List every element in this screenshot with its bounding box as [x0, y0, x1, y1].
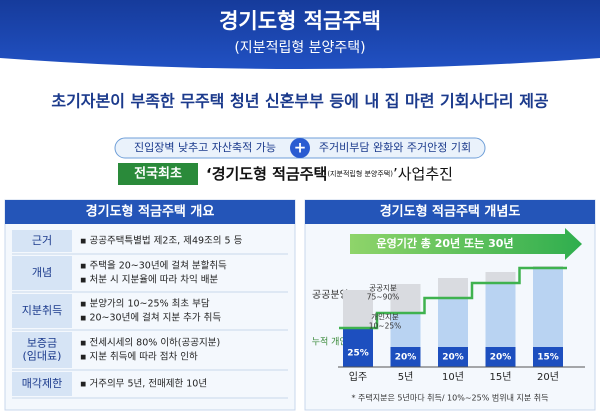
- row-label-box: [12, 332, 72, 368]
- benefit: 주거비부담 완화와 주거안정 기회: [319, 141, 471, 154]
- row-label: 개념: [32, 266, 52, 279]
- badge: 전국최초: [134, 166, 182, 182]
- step-label: 15%: [537, 353, 559, 363]
- row-item: ▪ 공공주택특별법 제2조, 제49조의 5 등: [80, 236, 243, 247]
- concept-title: 경기도형 적금주택 개념도: [380, 204, 521, 220]
- row-label-line: 매각제한: [22, 377, 62, 390]
- benefit: 진입장벽 낮추고 자산축적 가능: [134, 141, 276, 154]
- row-item: ▪ 처분 시 지분율에 따라 차익 배분: [80, 274, 218, 286]
- row-item: ▪ 전세시세의 80% 이하(공공지분): [80, 337, 220, 349]
- row-label-line: 개념: [32, 266, 52, 279]
- public-share-label: 공공지분 75~90%: [367, 284, 400, 302]
- personal-share-label-line: 10~25%: [369, 321, 402, 330]
- concept-header: [305, 200, 595, 224]
- row-label-box: [12, 230, 72, 252]
- project-name: ‘경기도형 적금주택: [206, 165, 327, 183]
- row-item: ▪ 주택을 20~30년에 걸쳐 분할취득: [80, 260, 227, 272]
- public-label: 공공분양: [312, 289, 349, 301]
- overview-title: 경기도형 적금주택 개요: [86, 204, 215, 220]
- overview-header: [5, 200, 295, 224]
- personal-share-label: 개인지분 10~25%: [369, 312, 402, 331]
- step-label: 20%: [395, 353, 417, 363]
- step-share: [390, 347, 421, 367]
- row-label-line: 지분취득: [22, 304, 62, 317]
- plus-sign: +: [294, 139, 307, 157]
- row-label-line: 보증금: [27, 337, 57, 350]
- subtitle: (지분적립형 분양주택): [234, 40, 365, 56]
- badge-box: [118, 163, 198, 185]
- step-share: [533, 347, 563, 367]
- step-label: 20%: [442, 353, 464, 363]
- step-label: 25%: [347, 349, 369, 359]
- row-label-line: (임대료): [23, 349, 62, 362]
- personal-share: [343, 328, 373, 367]
- project-small: (지분적립형 분양주택): [327, 169, 393, 178]
- row-label-line: 근거: [32, 234, 52, 247]
- row-item: ▪ 거주의무 5년, 전매제한 10년: [80, 379, 207, 390]
- step-share: [438, 347, 468, 367]
- row-label: 지분취득: [22, 304, 62, 317]
- stair-line: [339, 266, 567, 330]
- row-item: ▪ 지분 취득에 따라 점차 인하: [80, 351, 198, 363]
- title: 경기도형 적금주택: [219, 9, 381, 33]
- x-label: 입주: [349, 370, 367, 383]
- period-arrow: [350, 228, 582, 260]
- x-label: 5년: [398, 371, 414, 383]
- plus-icon: [290, 138, 310, 158]
- step-label: 20%: [490, 353, 512, 363]
- row-label-box: [12, 372, 72, 396]
- x-label: 10년: [442, 371, 464, 383]
- row-item: ▪ 분양가의 10~25% 최초 부담: [80, 298, 210, 310]
- headline: 초기자본이 부족한 무주택 청년 신혼부부 등에 내 집 마련 기회사다리 제공: [51, 92, 549, 111]
- period-label: 운영기간 총 20년 또는 30년: [376, 236, 513, 250]
- row-label-box: [12, 256, 72, 290]
- banner: [0, 0, 600, 69]
- public-share-label-line: 공공지분: [369, 284, 397, 293]
- x-label: 15년: [490, 371, 512, 383]
- row-label-box: [12, 294, 72, 328]
- public-share-label-line: 75~90%: [367, 292, 400, 301]
- row-item: ▪ 20~30년에 걸쳐 지분 추가 취득: [80, 312, 221, 324]
- step-share: [485, 347, 516, 367]
- x-label: 20년: [537, 371, 559, 383]
- row-label: 근거: [32, 234, 52, 247]
- project: ‘경기도형 적금주택(지분적립형 분양주택)’사업추진: [206, 165, 453, 183]
- project-after: ’사업추진: [393, 165, 453, 183]
- row-label: 매각제한: [22, 377, 62, 390]
- note: * 주택지분은 5년마다 취득/ 10%~25% 범위내 지분 취득: [352, 393, 549, 403]
- personal-share-label-line: 개인지분: [371, 312, 399, 322]
- row-label: 보증금 (임대료): [23, 337, 62, 363]
